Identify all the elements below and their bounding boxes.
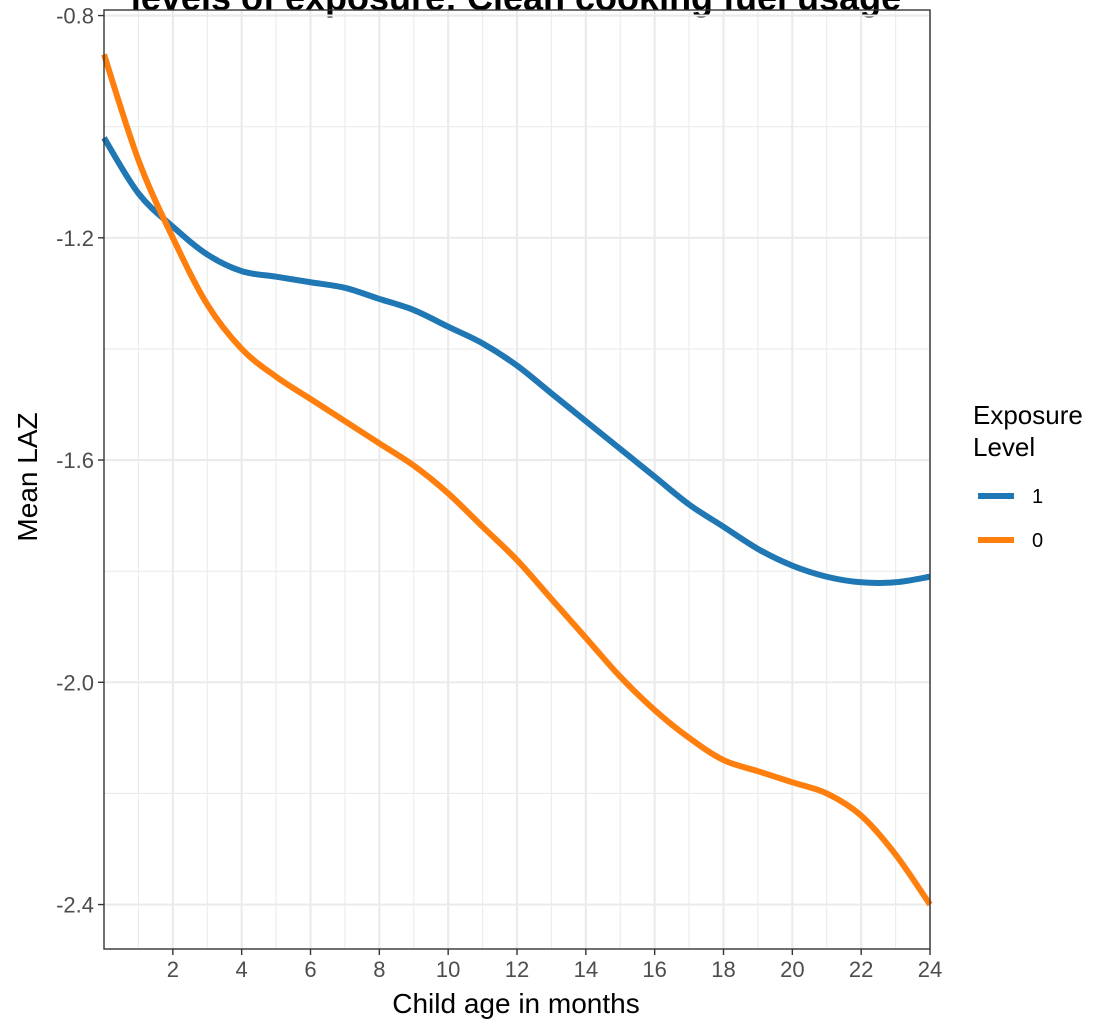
x-tick-label: 16 — [642, 957, 666, 982]
x-tick-label: 18 — [711, 957, 735, 982]
legend-label-1: 1 — [1032, 486, 1043, 508]
series-lines — [101, 53, 933, 907]
x-tick-label: 22 — [849, 957, 873, 982]
legend-items: 10 — [978, 486, 1043, 552]
legend-label-0: 0 — [1032, 530, 1043, 552]
grid — [104, 10, 932, 949]
x-tick-label: 4 — [236, 957, 248, 982]
legend-title-line2: Level — [973, 432, 1035, 462]
chart-title: levels of exposure: Clean cooking fuel u… — [131, 0, 901, 18]
x-axis: 2 4 6 8 10 12 14 16 18 20 22 24 — [167, 949, 942, 982]
series-line-0 — [101, 53, 933, 907]
y-tick-label: -2.0 — [56, 670, 94, 695]
x-tick-label: 6 — [304, 957, 316, 982]
x-tick-label: 24 — [918, 957, 942, 982]
x-tick-label: 8 — [373, 957, 385, 982]
legend-title-line1: Exposure — [973, 400, 1083, 430]
x-tick-label: 10 — [436, 957, 460, 982]
x-tick-label: 14 — [574, 957, 598, 982]
y-tick-label: -2.4 — [56, 893, 94, 918]
legend: Exposure Level 10 — [973, 400, 1083, 552]
x-tick-label: 20 — [780, 957, 804, 982]
x-tick-label: 2 — [167, 957, 179, 982]
y-tick-label: -1.2 — [56, 226, 94, 251]
y-axis: -2.4 -2.0 -1.6 -1.2 -0.8 — [56, 4, 104, 918]
y-tick-label: -1.6 — [56, 448, 94, 473]
x-axis-title: Child age in months — [392, 988, 639, 1019]
y-axis-title: Mean LAZ — [12, 412, 43, 541]
y-tick-label: -0.8 — [56, 4, 94, 29]
series-line-1 — [101, 136, 931, 586]
x-tick-label: 12 — [505, 957, 529, 982]
